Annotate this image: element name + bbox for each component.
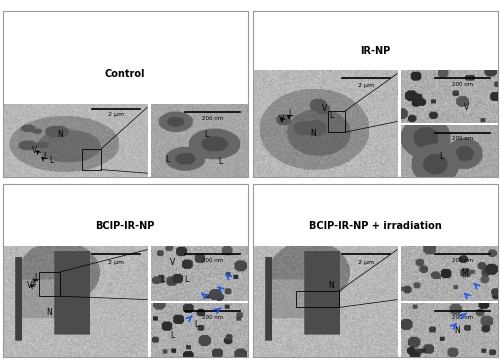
Text: 200 nm: 200 nm (452, 315, 473, 320)
Text: 200 nm: 200 nm (452, 82, 473, 87)
Text: N: N (310, 129, 316, 138)
Text: V: V (322, 104, 328, 113)
Text: V: V (278, 114, 284, 123)
Text: L: L (160, 275, 165, 284)
Text: 200 nm: 200 nm (202, 116, 223, 121)
Text: N: N (328, 282, 334, 291)
Text: 2 μm: 2 μm (108, 260, 124, 265)
Text: V: V (464, 103, 469, 112)
Text: 2 μm: 2 μm (108, 112, 124, 117)
Text: 2 μm: 2 μm (358, 83, 374, 88)
Text: V: V (32, 147, 36, 156)
Text: BCIP-IR-NP + irradiation: BCIP-IR-NP + irradiation (308, 221, 442, 231)
Text: N: N (454, 326, 460, 335)
Text: L: L (440, 152, 444, 161)
Text: M: M (461, 269, 468, 278)
Text: 2 μm: 2 μm (358, 260, 374, 265)
Bar (328, 111, 345, 132)
Text: BCIP-IR-NP: BCIP-IR-NP (96, 221, 154, 231)
Text: V: V (27, 282, 32, 291)
Text: 200 nm: 200 nm (452, 258, 473, 263)
Text: L: L (166, 155, 170, 164)
Bar (296, 291, 340, 307)
Text: L: L (218, 157, 223, 166)
Text: L: L (184, 275, 189, 284)
Bar (82, 149, 101, 170)
Text: L: L (49, 156, 53, 165)
Text: L: L (194, 321, 198, 330)
Text: L: L (43, 152, 48, 161)
Text: 200 nm: 200 nm (202, 258, 223, 263)
Bar (38, 272, 60, 296)
Text: L: L (32, 278, 36, 287)
Text: L: L (170, 331, 174, 340)
Text: L: L (204, 130, 208, 139)
Text: N: N (58, 130, 64, 139)
Text: L: L (288, 109, 293, 118)
Text: 200 nm: 200 nm (202, 315, 223, 320)
Text: N: N (46, 308, 52, 317)
Text: L: L (34, 273, 38, 282)
Text: V: V (170, 258, 175, 267)
Text: L: L (330, 111, 334, 120)
Text: Control: Control (105, 69, 145, 78)
Text: 200 nm: 200 nm (452, 136, 473, 141)
Text: IR-NP: IR-NP (360, 46, 390, 56)
